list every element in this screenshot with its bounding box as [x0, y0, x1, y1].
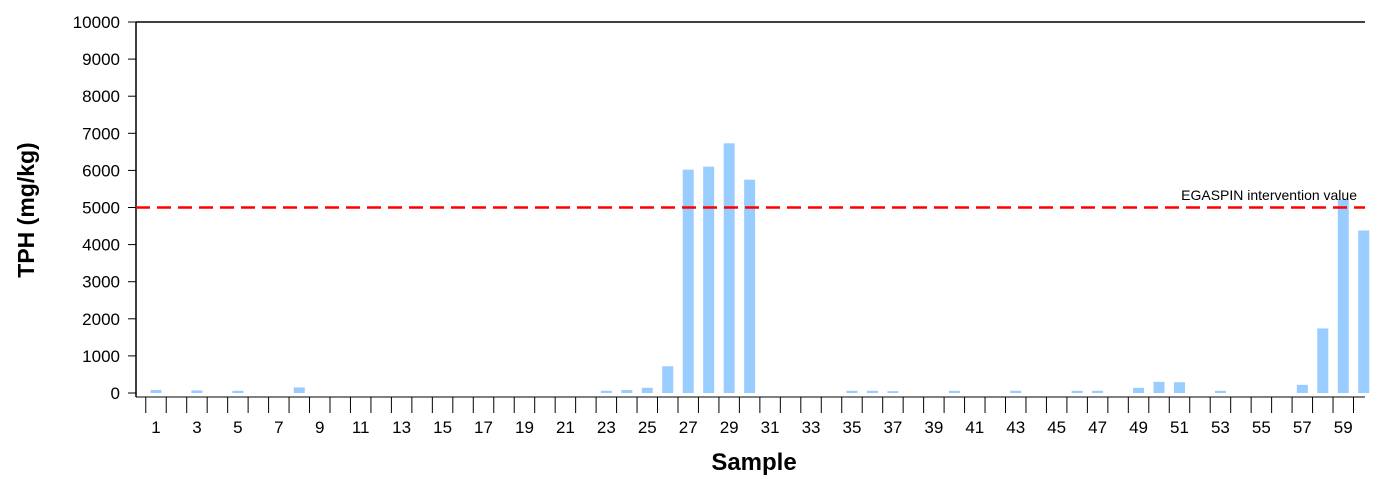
x-axis-ticks: 1 3 5 7 9 11 13 15 17 19 21 23 25 27 29 31 33 35 37 39 41 43 4…	[145, 397, 1354, 437]
x-tick-label: 5	[233, 418, 242, 437]
bar	[1296, 384, 1308, 393]
x-tick-label: 55	[1252, 418, 1271, 437]
x-tick-label: 33	[802, 418, 821, 437]
axes	[135, 21, 1365, 398]
y-axis-ticks: 0 1000 2000 3000 4000 5000 6000 7000 8000 9000 100…	[73, 13, 136, 403]
bar	[662, 366, 674, 393]
x-tick-label: 47	[1088, 418, 1107, 437]
y-tick-label: 7000	[82, 124, 120, 143]
bars	[150, 143, 1370, 393]
x-tick-label: 11	[352, 418, 370, 437]
bar	[150, 390, 162, 393]
bar	[682, 169, 694, 393]
bar	[703, 166, 715, 393]
x-axis-title: Sample	[711, 449, 796, 476]
bar	[1174, 382, 1185, 393]
bar	[641, 387, 653, 393]
x-tick-label: 23	[597, 418, 616, 437]
x-tick-label: 17	[474, 418, 493, 437]
x-tick-label: 19	[515, 418, 534, 437]
y-tick-label: 2000	[82, 310, 120, 329]
bar	[1317, 328, 1329, 393]
y-tick-label: 5000	[82, 199, 120, 218]
y-tick-label: 10000	[73, 13, 120, 32]
bar	[191, 390, 203, 393]
x-tick-label: 41	[965, 418, 984, 437]
x-tick-label: 35	[843, 418, 862, 437]
x-tick-label: 53	[1211, 418, 1230, 437]
bar	[1092, 390, 1104, 393]
bar	[1153, 381, 1165, 393]
bar	[621, 390, 633, 393]
y-tick-label: 9000	[82, 50, 120, 69]
bar	[723, 143, 735, 393]
x-tick-label: 37	[883, 418, 902, 437]
y-tick-label: 8000	[82, 87, 120, 106]
y-axis-title: TPH (mg/kg)	[13, 142, 39, 277]
x-tick-label: 7	[274, 418, 283, 437]
bar	[948, 390, 960, 393]
bar	[1337, 199, 1349, 393]
bar	[1010, 390, 1022, 393]
x-tick-label: 13	[392, 418, 411, 437]
y-tick-label: 6000	[82, 161, 120, 180]
x-tick-label: 1	[151, 418, 160, 437]
x-tick-label: 31	[761, 418, 780, 437]
bar	[744, 179, 756, 393]
x-tick-label: 57	[1293, 418, 1312, 437]
x-tick-label: 45	[1047, 418, 1066, 437]
x-tick-label: 15	[433, 418, 452, 437]
y-tick-label: 0	[111, 384, 120, 403]
bar	[232, 390, 244, 393]
y-tick-label: 3000	[82, 273, 120, 292]
x-tick-label: 51	[1170, 418, 1189, 437]
x-tick-label: 27	[679, 418, 698, 437]
bar	[1133, 387, 1145, 393]
y-tick-label: 4000	[82, 236, 120, 255]
bar	[600, 390, 612, 393]
x-tick-label: 29	[720, 418, 739, 437]
x-tick-label: 25	[638, 418, 657, 437]
x-tick-label: 9	[315, 418, 324, 437]
bar	[887, 391, 899, 393]
x-tick-label: 59	[1334, 418, 1353, 437]
bar	[1071, 390, 1083, 393]
bar	[846, 390, 858, 393]
x-tick-label: 39	[924, 418, 943, 437]
x-tick-label: 3	[192, 418, 201, 437]
x-tick-label: 49	[1129, 418, 1148, 437]
bar	[293, 387, 305, 393]
reference-line-label: EGASPIN intervention value	[1181, 187, 1357, 203]
x-tick-label: 21	[556, 418, 575, 437]
bar	[866, 390, 878, 393]
bar	[1358, 230, 1370, 393]
x-tick-label: 43	[1006, 418, 1025, 437]
bar	[1214, 390, 1226, 393]
y-tick-label: 1000	[82, 347, 120, 366]
